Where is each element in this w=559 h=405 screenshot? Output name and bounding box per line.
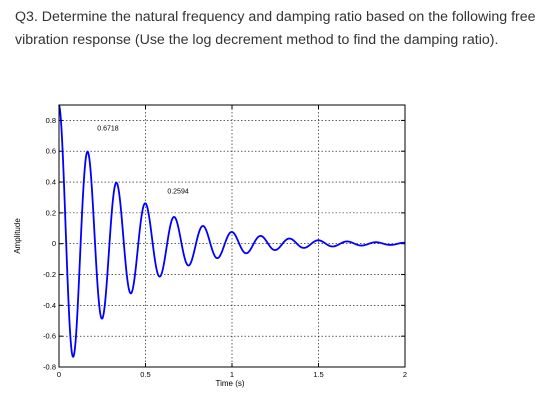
- x-axis-label: Time (s): [215, 379, 244, 388]
- peak-annotation: 0.6718: [97, 125, 119, 132]
- x-tick-label: 1: [230, 370, 234, 379]
- y-tick-label: -0.8: [43, 363, 56, 372]
- grid-layer: [59, 105, 405, 367]
- series-line-response: [58, 104, 406, 358]
- y-tick-label: 0.6: [46, 147, 56, 156]
- x-tick-label: 0: [57, 370, 61, 379]
- y-axis-label: Amplitude: [13, 218, 22, 254]
- annotation-layer: 0.6718 0.2594: [97, 125, 189, 195]
- y-tick-label: -0.2: [43, 270, 56, 279]
- peak-annotation: 0.2594: [167, 189, 189, 196]
- question-text: Q3. Determine the natural frequency and …: [15, 6, 545, 52]
- question-body: Q3. Determine the natural frequency and …: [15, 9, 536, 48]
- y-tick-label: 0.2: [46, 208, 56, 217]
- y-tick-label: 0: [52, 239, 56, 248]
- y-tick-label: 0.4: [46, 178, 56, 187]
- signal-layer: [58, 104, 406, 358]
- y-tick-label: 0.8: [46, 116, 56, 125]
- plot-frame: [58, 104, 406, 368]
- label-layer: 0 0.5 1 1.5 2 -0.8 -0.6 -0.4 -0.2 0 0.2 0.4 0.6 0.8 Ti…: [13, 116, 407, 388]
- x-tick-label: 2: [403, 370, 407, 379]
- x-tick-label: 0.5: [140, 370, 150, 379]
- x-tick-label: 1.5: [313, 370, 323, 379]
- y-tick-label: -0.4: [43, 301, 56, 310]
- y-tick-label: -0.6: [43, 332, 56, 341]
